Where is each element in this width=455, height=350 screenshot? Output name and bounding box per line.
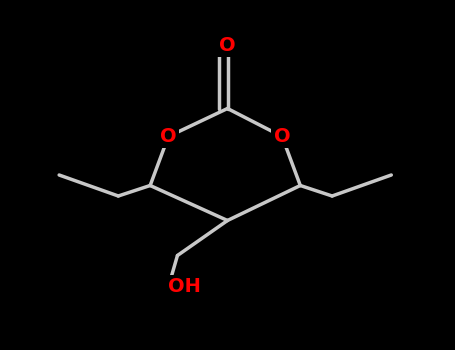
Text: OH: OH (168, 278, 201, 296)
Text: O: O (160, 127, 177, 146)
Text: O: O (274, 127, 290, 146)
Text: O: O (219, 36, 236, 55)
